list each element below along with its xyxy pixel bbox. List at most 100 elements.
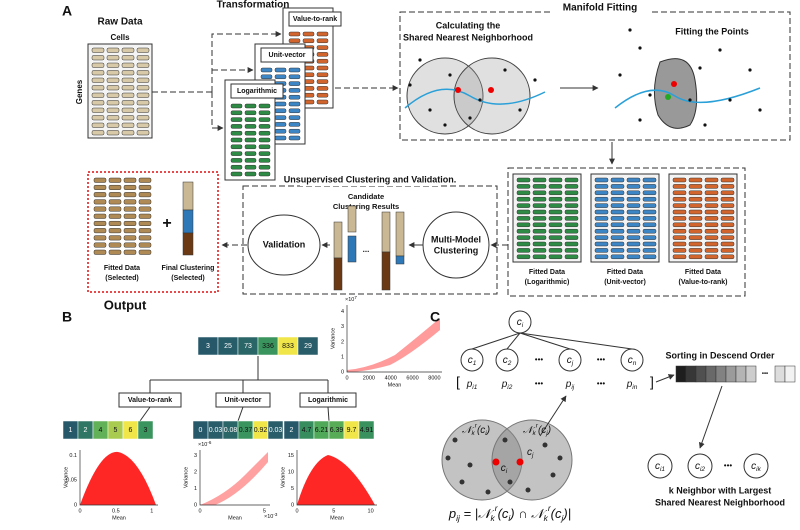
gene-cell (548, 184, 563, 189)
gene-cell (610, 209, 625, 215)
tree-edge (506, 332, 521, 350)
gene-cell (123, 206, 137, 212)
gene-cell (548, 241, 563, 247)
gene-cell (564, 228, 579, 234)
gene-cell (106, 100, 120, 106)
gene-cell (594, 184, 609, 189)
fitted-region (654, 58, 698, 129)
gene-cell (138, 235, 152, 241)
math-part: 2 (507, 360, 512, 367)
gene-cell (516, 228, 531, 234)
gene-cell (138, 206, 152, 212)
gene-cell (302, 31, 315, 37)
sort-cell (705, 365, 717, 383)
point (443, 123, 447, 127)
gene-cell (642, 216, 657, 221)
math-part: k (491, 513, 496, 523)
gene-cell (548, 248, 563, 253)
label: Clustering Results (333, 202, 399, 211)
x-tick-label: 10 (368, 508, 374, 514)
gene-cell (516, 209, 531, 215)
gene-cell (610, 196, 625, 202)
heat-cell (297, 336, 319, 356)
gene-cell (642, 203, 657, 208)
y-tick-label: 3 (341, 324, 344, 330)
point (618, 73, 622, 77)
math-part: j (571, 360, 574, 367)
gene-cell (244, 151, 257, 156)
math-part: i (522, 322, 524, 329)
gene-cell (316, 31, 329, 37)
heat-value: 29 (304, 343, 312, 350)
heading: Unsupervised Clustering and Validation. (284, 174, 457, 184)
gene-cell (288, 128, 301, 134)
exponent-part: ×10 (345, 297, 354, 303)
gene-cell (548, 216, 563, 221)
gene-cell (594, 216, 609, 221)
gene-cell (106, 85, 120, 91)
gene-cell (258, 137, 271, 143)
gene-cell (672, 241, 687, 247)
gene-cell (138, 192, 152, 198)
plus: + (162, 215, 171, 232)
heading: Calculating the (436, 20, 501, 30)
x-tick-label: 0 (295, 508, 298, 514)
gene-cell (626, 254, 641, 260)
gene-cell (136, 92, 150, 98)
gene-cell (121, 55, 135, 61)
method-label-box (288, 11, 342, 27)
gene-cell (672, 235, 687, 240)
gene-cell (288, 31, 301, 37)
gene-cell (121, 47, 135, 53)
point (728, 98, 732, 102)
label: Final Clustering (162, 265, 215, 272)
label: Sorting in Descend Order (665, 350, 775, 360)
point (428, 108, 432, 112)
gene-cell (642, 190, 657, 196)
x-tick-label: 5 (263, 508, 266, 514)
method-box (215, 392, 271, 408)
gene-cell (720, 177, 735, 183)
gene-cell (688, 196, 703, 202)
arrow (211, 92, 224, 131)
heat-value: 25 (224, 343, 232, 350)
gene-cell (316, 79, 329, 84)
heat-value: 833 (282, 343, 294, 350)
gene-cell (532, 184, 547, 189)
ellipsis: ••• (535, 379, 544, 388)
gene-cell (532, 196, 547, 202)
math-part: c (468, 355, 473, 366)
gene-cell (704, 254, 719, 260)
gene-cell (106, 55, 120, 61)
gene-cell (594, 235, 609, 240)
point (648, 93, 652, 97)
point (507, 479, 513, 485)
gene-cell (704, 241, 719, 247)
gene-cell (704, 228, 719, 234)
tree-edge (327, 406, 330, 422)
gene-cell (108, 177, 122, 183)
node-label: ci1 (655, 461, 665, 473)
point (518, 108, 522, 112)
exponent-part: -6 (207, 440, 211, 445)
x-tick-label: 0.5 (112, 508, 120, 514)
caption: Shared Nearest Neighborhood (655, 497, 785, 507)
tree-edge (519, 332, 571, 350)
gene-cell (136, 122, 150, 128)
heat-value: 6.21 (315, 427, 329, 434)
gene-cell (642, 228, 657, 234)
tree-edge (471, 332, 521, 350)
point (488, 87, 494, 93)
axis-label: Mean (330, 515, 344, 521)
gene-cell (91, 47, 105, 53)
point (503, 68, 507, 72)
gene-cell (642, 254, 657, 260)
gene-cell (688, 222, 703, 228)
gene-cell (91, 85, 105, 91)
point (448, 73, 452, 77)
ellipsis: ••• (597, 355, 606, 364)
gene-cell (720, 184, 735, 189)
sort-cell (715, 365, 727, 383)
gene-cell (564, 184, 579, 189)
label: (Logarithmic) (525, 279, 570, 286)
